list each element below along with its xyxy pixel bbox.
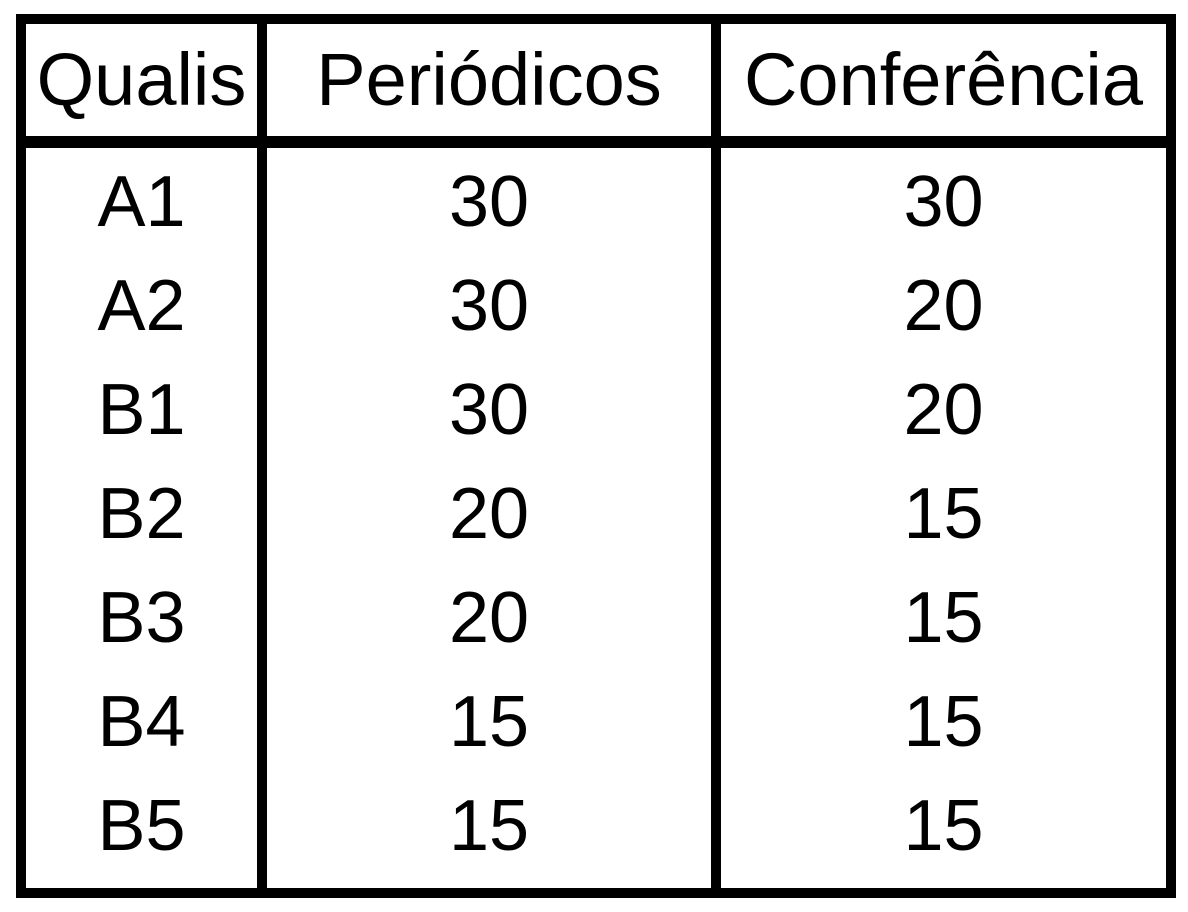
cell-conferencia: 15 [903,786,984,866]
table-row: B3 20 15 [0,566,1188,670]
cell-conferencia: 30 [903,162,984,242]
column-divider [257,14,267,898]
cell-periodicos: 20 [448,578,530,658]
header-periodicos: Periódicos [316,38,662,121]
column-divider [711,14,721,898]
cell-periodicos: 15 [448,682,530,762]
cell-periodicos: 15 [448,786,530,866]
cell-periodicos: 30 [448,266,530,346]
cell-qualis: B4 [97,682,186,762]
cell-qualis: A1 [97,162,186,242]
cell-qualis: B2 [97,474,186,554]
cell-conferencia: 15 [903,474,984,554]
cell-periodicos: 30 [448,162,530,242]
cell-conferencia: 15 [903,578,984,658]
header-divider [16,136,1176,148]
cell-qualis: A2 [97,266,186,346]
table-row: A2 30 20 [0,254,1188,358]
cell-periodicos: 30 [448,370,530,450]
header-conferencia: Conferência [743,38,1143,121]
cell-conferencia: 20 [903,370,984,450]
table-border [16,14,1176,898]
cell-conferencia: 15 [903,682,984,762]
table-row: B2 20 15 [0,462,1188,566]
table-row: B5 15 15 [0,774,1188,878]
table-row: B4 15 15 [0,670,1188,774]
cell-conferencia: 20 [903,266,984,346]
header-qualis: Qualis [36,38,247,121]
cell-periodicos: 20 [448,474,530,554]
table-row: A1 30 30 [0,150,1188,254]
cell-qualis: B5 [97,786,186,866]
cell-qualis: B3 [97,578,186,658]
cell-qualis: B1 [97,370,186,450]
table-row: B1 30 20 [0,358,1188,462]
